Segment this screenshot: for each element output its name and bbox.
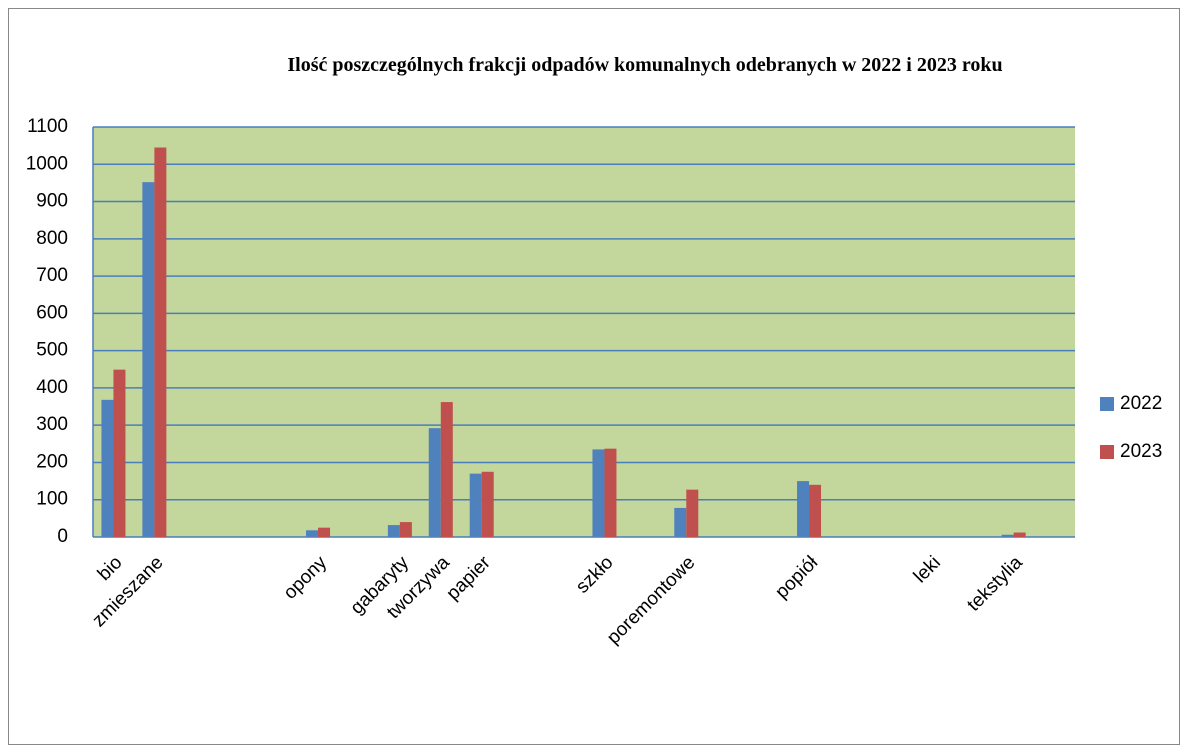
y-tick-label: 1000	[26, 153, 68, 174]
x-tick-label: poremontowe	[603, 552, 699, 648]
bar	[481, 471, 494, 537]
bar	[1013, 532, 1026, 537]
y-tick-label: 700	[36, 265, 68, 286]
x-tick-label: bio	[94, 552, 127, 585]
bar	[142, 182, 155, 537]
bar	[306, 530, 319, 537]
bar	[101, 399, 114, 537]
bar	[399, 522, 412, 537]
legend-label: 2023	[1120, 441, 1162, 462]
bar	[592, 449, 605, 537]
bar	[1001, 534, 1014, 537]
bar	[387, 525, 400, 537]
bar	[686, 489, 699, 537]
y-tick-label: 200	[36, 451, 68, 472]
bar	[604, 448, 617, 537]
bar	[797, 481, 810, 537]
plot-area	[93, 127, 1075, 537]
y-tick-label: 600	[36, 302, 68, 323]
y-tick-label: 400	[36, 377, 68, 398]
y-tick-label: 100	[36, 489, 68, 510]
x-tick-label: popiół	[771, 552, 822, 603]
x-tick-label: szkło	[572, 552, 617, 597]
legend-swatch	[1100, 397, 1114, 411]
bar	[809, 484, 822, 537]
legend-label: 2022	[1120, 393, 1162, 414]
y-tick-label: 0	[57, 526, 68, 547]
x-tick-label: papier	[443, 552, 496, 605]
bar	[469, 473, 482, 537]
bar	[113, 369, 126, 537]
y-tick-label: 300	[36, 414, 68, 435]
y-tick-label: 800	[36, 228, 68, 249]
x-tick-label: leki	[910, 552, 945, 587]
bar	[154, 147, 167, 537]
x-tick-label: tekstylia	[963, 552, 1027, 616]
x-tick-label: opony	[280, 552, 332, 604]
chart-title: Ilość poszczególnych frakcji odpadów kom…	[287, 54, 1003, 76]
bar	[428, 428, 441, 537]
bar	[440, 402, 453, 537]
bar	[674, 507, 687, 537]
bar	[318, 527, 331, 537]
legend-swatch	[1100, 445, 1114, 459]
chart-frame	[8, 8, 1180, 745]
y-tick-label: 500	[36, 340, 68, 361]
y-tick-label: 900	[36, 191, 68, 212]
y-tick-label: 1100	[27, 116, 68, 137]
